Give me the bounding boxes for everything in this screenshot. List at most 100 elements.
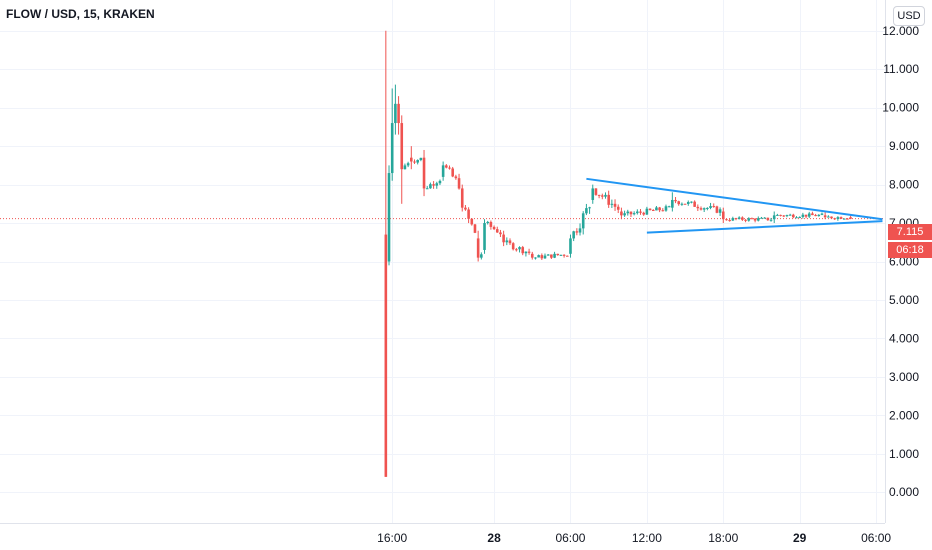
candle[interactable] bbox=[585, 203, 588, 216]
candle[interactable] bbox=[464, 205, 467, 211]
candle[interactable] bbox=[505, 237, 509, 246]
candle[interactable] bbox=[661, 208, 665, 212]
candle[interactable] bbox=[416, 159, 419, 165]
candle[interactable] bbox=[448, 165, 451, 170]
candle[interactable] bbox=[518, 246, 521, 253]
candle[interactable] bbox=[613, 199, 617, 211]
candle[interactable] bbox=[776, 213, 779, 216]
candle[interactable] bbox=[616, 204, 620, 214]
candle[interactable] bbox=[664, 204, 668, 212]
candle[interactable] bbox=[836, 216, 840, 221]
candle[interactable] bbox=[671, 192, 674, 212]
candle[interactable] bbox=[788, 213, 792, 216]
candle[interactable] bbox=[495, 226, 499, 233]
candle[interactable] bbox=[457, 173, 461, 190]
candle[interactable] bbox=[403, 163, 407, 170]
candle[interactable] bbox=[721, 207, 725, 224]
candle[interactable] bbox=[499, 229, 502, 238]
currency-button[interactable]: USD bbox=[893, 6, 925, 26]
candle[interactable] bbox=[706, 207, 709, 211]
candle[interactable] bbox=[849, 215, 852, 220]
candle[interactable] bbox=[620, 207, 623, 220]
candle[interactable] bbox=[686, 200, 690, 206]
candle[interactable] bbox=[702, 207, 706, 212]
candle[interactable] bbox=[394, 84, 397, 135]
time-axis[interactable]: 16:00 28 06:00 12:00 18:00 29 06:00 bbox=[377, 531, 891, 545]
candle[interactable] bbox=[798, 216, 801, 219]
candle[interactable] bbox=[492, 225, 496, 231]
candle[interactable] bbox=[683, 203, 687, 205]
candle[interactable] bbox=[390, 88, 394, 181]
candle[interactable] bbox=[569, 234, 572, 258]
candle[interactable] bbox=[543, 253, 547, 259]
candle[interactable] bbox=[422, 149, 426, 197]
candle[interactable] bbox=[460, 184, 464, 212]
candle[interactable] bbox=[441, 161, 445, 181]
candle[interactable] bbox=[696, 204, 700, 212]
candle[interactable] bbox=[648, 208, 652, 211]
candle[interactable] bbox=[550, 254, 553, 260]
candle[interactable] bbox=[655, 205, 658, 211]
candle[interactable] bbox=[753, 218, 757, 223]
candle[interactable] bbox=[827, 215, 830, 218]
candle[interactable] bbox=[502, 230, 505, 247]
candle[interactable] bbox=[435, 181, 439, 189]
candle[interactable] bbox=[747, 217, 751, 222]
candle[interactable] bbox=[820, 212, 824, 216]
candlestick-series[interactable] bbox=[384, 30, 852, 477]
candle[interactable] bbox=[604, 192, 607, 199]
candle[interactable] bbox=[645, 206, 649, 215]
candle[interactable] bbox=[406, 161, 410, 168]
candle[interactable] bbox=[425, 186, 429, 190]
candle[interactable] bbox=[486, 220, 490, 225]
candle[interactable] bbox=[823, 211, 827, 220]
candle[interactable] bbox=[511, 242, 515, 251]
candle[interactable] bbox=[833, 217, 837, 220]
candle[interactable] bbox=[744, 219, 747, 223]
candle[interactable] bbox=[814, 213, 817, 217]
candle[interactable] bbox=[741, 216, 744, 221]
candle[interactable] bbox=[432, 181, 435, 189]
candle[interactable] bbox=[792, 213, 795, 219]
candle[interactable] bbox=[804, 214, 808, 219]
candle[interactable] bbox=[578, 223, 582, 236]
candle[interactable] bbox=[534, 257, 537, 260]
candle[interactable] bbox=[594, 188, 598, 196]
candle[interactable] bbox=[540, 253, 544, 261]
candle[interactable] bbox=[839, 216, 843, 220]
candle[interactable] bbox=[562, 254, 566, 258]
candle[interactable] bbox=[521, 245, 525, 256]
candle[interactable] bbox=[801, 212, 805, 219]
candle[interactable] bbox=[575, 228, 579, 236]
candle[interactable] bbox=[639, 209, 642, 215]
candle[interactable] bbox=[515, 247, 518, 252]
candle[interactable] bbox=[429, 182, 432, 189]
candle[interactable] bbox=[811, 211, 814, 216]
candle[interactable] bbox=[766, 217, 770, 221]
candle[interactable] bbox=[756, 216, 760, 222]
candle[interactable] bbox=[467, 207, 470, 224]
candle[interactable] bbox=[530, 251, 534, 260]
candle[interactable] bbox=[524, 251, 528, 257]
candle[interactable] bbox=[734, 217, 738, 221]
candle[interactable] bbox=[480, 252, 483, 260]
candle[interactable] bbox=[760, 216, 763, 219]
candle[interactable] bbox=[632, 211, 636, 216]
candle[interactable] bbox=[623, 210, 626, 217]
candle[interactable] bbox=[830, 216, 833, 219]
candle[interactable] bbox=[410, 146, 413, 170]
candle[interactable] bbox=[559, 254, 563, 256]
candle[interactable] bbox=[651, 209, 655, 212]
candle[interactable] bbox=[597, 194, 601, 199]
trendline-drawings[interactable] bbox=[586, 177, 883, 234]
candle[interactable] bbox=[419, 157, 423, 162]
candle[interactable] bbox=[397, 96, 400, 135]
candle[interactable] bbox=[508, 238, 512, 246]
candle[interactable] bbox=[454, 174, 458, 180]
symbol-title[interactable]: FLOW / USD, 15, KRAKEN bbox=[6, 7, 155, 21]
candle[interactable] bbox=[546, 254, 550, 256]
candle[interactable] bbox=[667, 205, 671, 208]
candle[interactable] bbox=[565, 255, 569, 257]
price-axis[interactable]: 12.00011.00010.0009.0008.0007.0006.0005.… bbox=[882, 24, 919, 499]
candle[interactable] bbox=[591, 184, 595, 204]
